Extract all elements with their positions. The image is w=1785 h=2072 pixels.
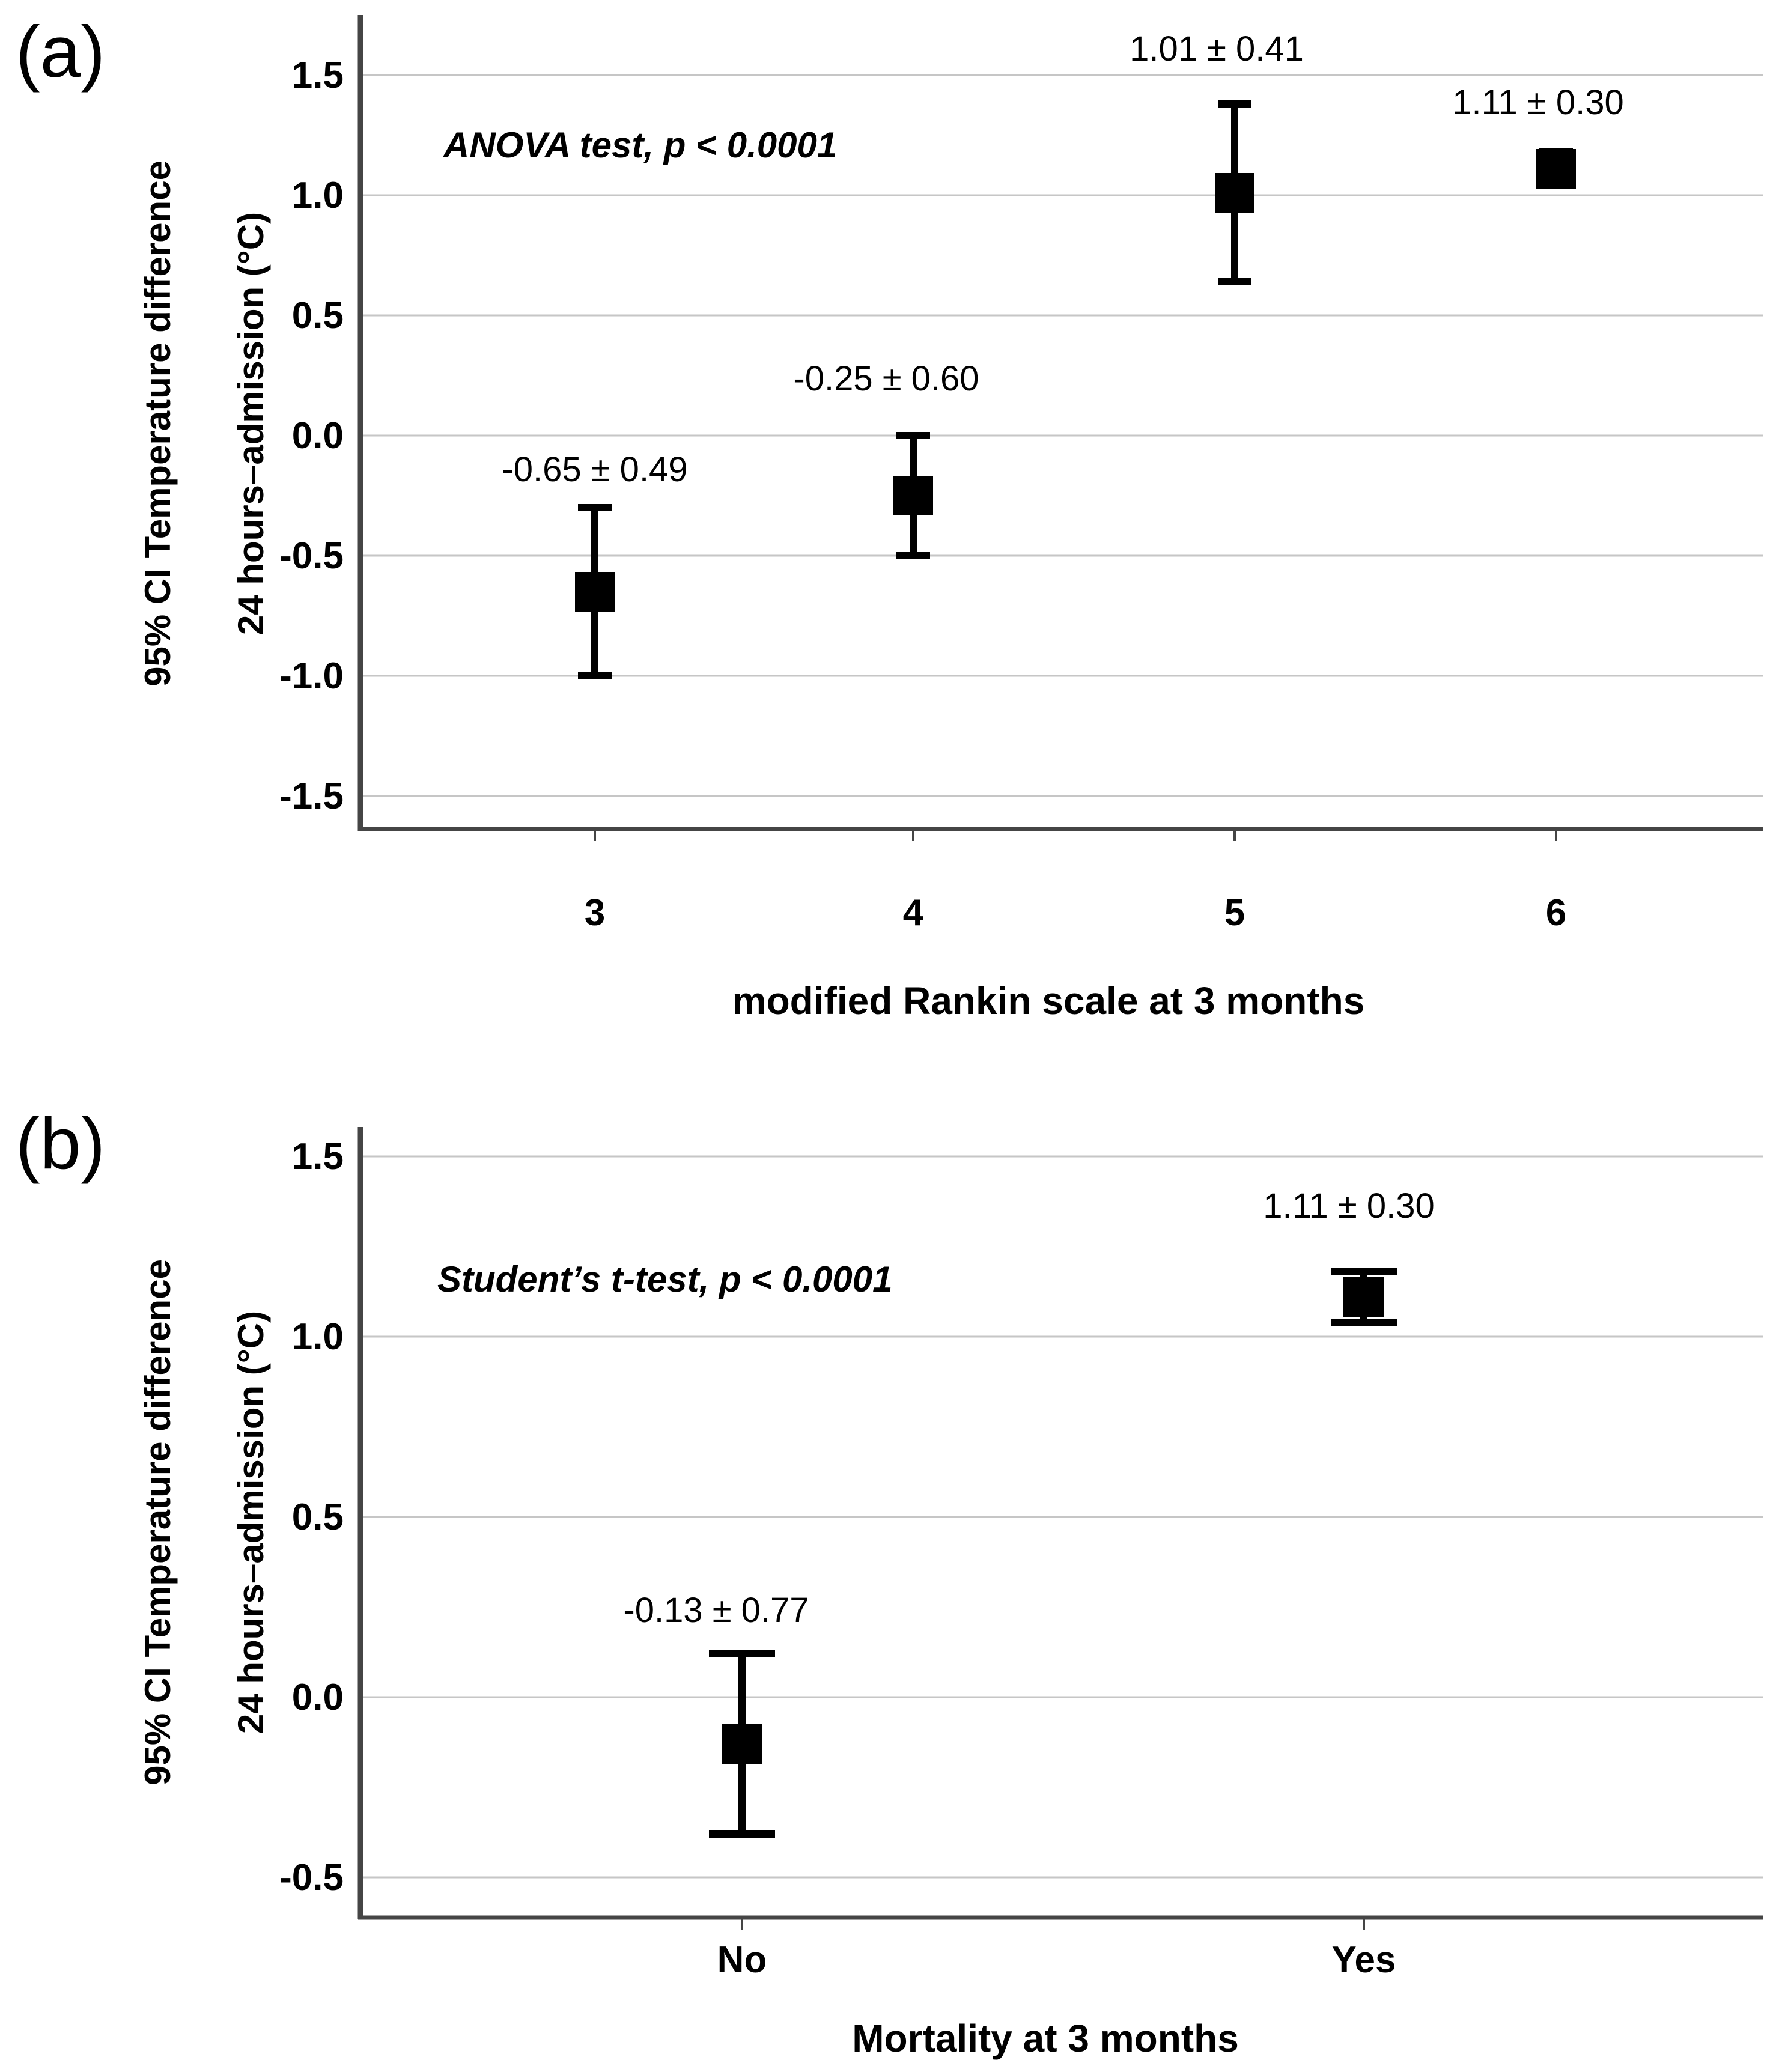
mean-marker — [722, 1724, 762, 1764]
mean-marker — [1343, 1277, 1384, 1317]
x-tick-label: 6 — [1546, 892, 1566, 934]
y-tick-label: 1.0 — [292, 175, 344, 216]
y-tick-label: 0.0 — [292, 415, 344, 457]
y-tick-label: 1.0 — [292, 1316, 344, 1358]
data-point-label: 1.11 ± 0.30 — [1263, 1186, 1435, 1226]
y-axis-title-line1: 95% CI Temperature difference — [138, 1259, 178, 1785]
y-tick-label: -0.5 — [279, 1857, 344, 1898]
data-point-label: -0.25 ± 0.60 — [793, 359, 979, 398]
y-axis-title-line2: 24 hours–admission (°C) — [231, 212, 271, 635]
data-point-label: 1.11 ± 0.30 — [1452, 83, 1624, 122]
panel-b: 1.5 1.0 0.5 0.0 -0.5 No Yes Mortality at 3 mont… — [16, 1102, 1763, 2060]
y-tick-label: -1.5 — [279, 776, 344, 817]
x-tick-label: 5 — [1224, 892, 1245, 934]
y-tick-label: -1.0 — [279, 655, 344, 697]
mean-marker — [1215, 173, 1254, 213]
panel-label: (a) — [16, 11, 105, 93]
y-tick-label: 1.5 — [292, 55, 344, 96]
y-tick-label: 0.5 — [292, 295, 344, 336]
stat-annotation: Student’s t-test, p < 0.0001 — [437, 1259, 892, 1299]
y-tick-label: 0.0 — [292, 1677, 344, 1718]
panel-a: 1.5 1.0 0.5 0.0 -0.5 -1.0 -1.5 3 4 5 6 modified Ran… — [16, 11, 1763, 1022]
data-point-label: 1.01 ± 0.41 — [1130, 29, 1304, 68]
x-axis-title: Mortality at 3 months — [852, 2017, 1239, 2060]
stat-annotation: ANOVA test, p < 0.0001 — [442, 125, 837, 165]
mean-marker — [893, 476, 933, 515]
y-tick-label: -0.5 — [279, 535, 344, 577]
x-tick-label: 3 — [585, 892, 605, 934]
y-axis-title-line2: 24 hours–admission (°C) — [231, 1311, 271, 1734]
data-point-label: -0.65 ± 0.49 — [502, 450, 687, 489]
y-axis-title-line1: 95% CI Temperature difference — [138, 160, 178, 687]
data-point-label: -0.13 ± 0.77 — [623, 1591, 809, 1630]
y-tick-label: 1.5 — [292, 1136, 344, 1177]
mean-marker — [575, 572, 615, 612]
mean-marker — [1536, 149, 1576, 189]
x-tick-label: Yes — [1332, 1939, 1396, 1981]
x-axis-title: modified Rankin scale at 3 months — [732, 979, 1365, 1022]
x-tick-label: 4 — [903, 892, 924, 934]
y-tick-label: 0.5 — [292, 1496, 344, 1538]
x-tick-label: No — [717, 1939, 767, 1981]
panel-label: (b) — [16, 1102, 105, 1184]
